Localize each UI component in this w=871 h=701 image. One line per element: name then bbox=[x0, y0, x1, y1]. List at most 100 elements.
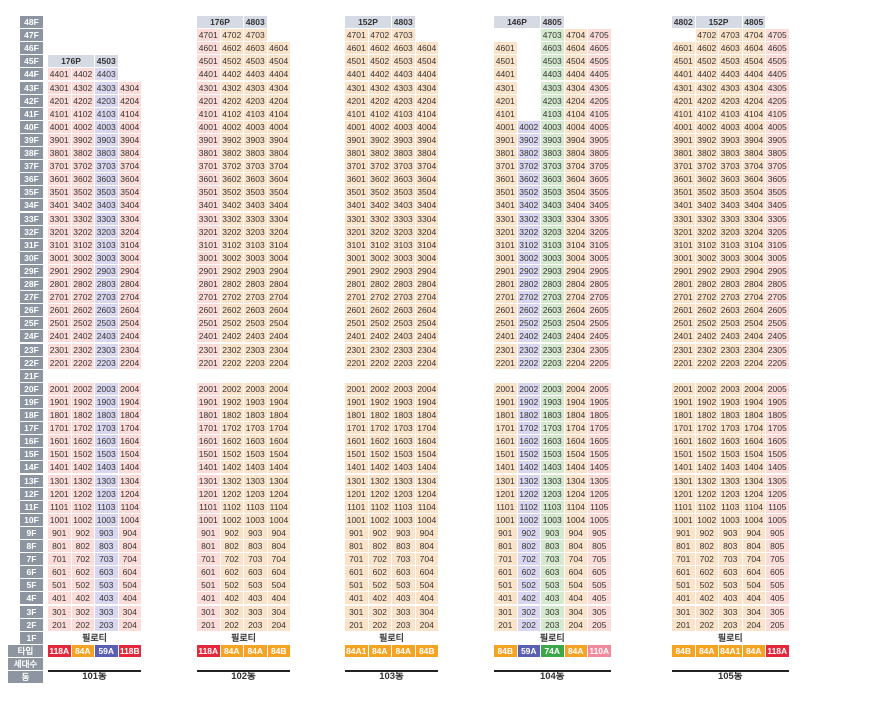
unit-cell: 2804 bbox=[415, 278, 438, 291]
unit-cell: 301 bbox=[672, 605, 695, 618]
unit-cell: 1604 bbox=[742, 435, 765, 448]
unit-cell: 704 bbox=[267, 553, 290, 566]
unit-cell: 3802 bbox=[71, 147, 94, 160]
building-divider bbox=[672, 670, 789, 672]
unit-cell: 3403 bbox=[541, 199, 564, 212]
unit-cell: 4704 bbox=[564, 29, 587, 42]
unit-cell: 1602 bbox=[695, 435, 718, 448]
unit-cell: 3903 bbox=[719, 133, 742, 146]
unit-cell: 1902 bbox=[368, 395, 391, 408]
floor-label: 48F bbox=[20, 16, 43, 29]
unit-cell: 3404 bbox=[564, 199, 587, 212]
unit-cell: 4704 bbox=[742, 29, 765, 42]
unit-cell: 2303 bbox=[244, 343, 267, 356]
unit-cell: 703 bbox=[719, 553, 742, 566]
unit-cell: 3201 bbox=[672, 225, 695, 238]
unit-cell: 4105 bbox=[588, 107, 611, 120]
unit-cell: 2704 bbox=[742, 291, 765, 304]
unit-cell: 1804 bbox=[742, 409, 765, 422]
unit-cell: 3604 bbox=[118, 173, 141, 186]
unit-cell: 603 bbox=[392, 566, 415, 579]
unit-cell: 1304 bbox=[742, 474, 765, 487]
unit-cell: 1602 bbox=[368, 435, 391, 448]
unit-cell: 2505 bbox=[588, 317, 611, 330]
floor-label: 26F bbox=[20, 304, 43, 317]
unit-cell: 2004 bbox=[118, 382, 141, 395]
unit-cell: 3601 bbox=[197, 173, 220, 186]
unit-cell: 3803 bbox=[95, 147, 118, 160]
unit-cell: 1001 bbox=[494, 513, 517, 526]
unit-cell: 2801 bbox=[48, 278, 71, 291]
unit-cell: 2902 bbox=[220, 264, 243, 277]
unit-cell: 4202 bbox=[368, 94, 391, 107]
unit-cell: 1802 bbox=[220, 409, 243, 422]
unit-cell: 902 bbox=[71, 526, 94, 539]
unit-cell: 2302 bbox=[220, 343, 243, 356]
unit-cell: 4203 bbox=[95, 94, 118, 107]
building-name: 104동 bbox=[539, 671, 565, 682]
unit-cell: 3304 bbox=[267, 212, 290, 225]
unit-cell: 2902 bbox=[368, 264, 391, 277]
unit-cell: 4005 bbox=[588, 120, 611, 133]
unit-cell: 1202 bbox=[368, 487, 391, 500]
unit-cell: 604 bbox=[118, 566, 141, 579]
unit-cell: 2203 bbox=[719, 356, 742, 369]
unit-cell: 3705 bbox=[766, 160, 789, 173]
unit-cell: 1604 bbox=[118, 435, 141, 448]
floor-label: 33F bbox=[20, 212, 43, 225]
unit-cell: 1001 bbox=[197, 513, 220, 526]
unit-cell: 303 bbox=[392, 605, 415, 618]
unit-cell: 4301 bbox=[197, 81, 220, 94]
unit-cell: 2902 bbox=[695, 264, 718, 277]
unit-cell: 3903 bbox=[244, 133, 267, 146]
unit-cell: 2603 bbox=[95, 304, 118, 317]
unit-cell: 805 bbox=[588, 540, 611, 553]
unit-cell: 1202 bbox=[71, 487, 94, 500]
unit-cell: 4501 bbox=[345, 55, 368, 68]
unit-cell: 3403 bbox=[95, 199, 118, 212]
unit-cell: 2601 bbox=[672, 304, 695, 317]
building-header: 152P bbox=[345, 16, 391, 29]
unit-cell: 1405 bbox=[766, 461, 789, 474]
unit-cell: 1401 bbox=[672, 461, 695, 474]
unit-cell: 3805 bbox=[766, 147, 789, 160]
unit-cell: 4603 bbox=[719, 42, 742, 55]
unit-cell: 3201 bbox=[197, 225, 220, 238]
unit-cell: 1102 bbox=[71, 500, 94, 513]
unit-cell: 602 bbox=[695, 566, 718, 579]
unit-cell: 1702 bbox=[695, 422, 718, 435]
unit-cell: 3503 bbox=[719, 186, 742, 199]
unit-cell: 3202 bbox=[517, 225, 540, 238]
unit-cell: 2804 bbox=[267, 278, 290, 291]
floor-label: 30F bbox=[20, 251, 43, 264]
unit-cell: 503 bbox=[392, 579, 415, 592]
unit-cell: 4503 bbox=[244, 55, 267, 68]
unit-cell: 2201 bbox=[48, 356, 71, 369]
unit-cell: 4602 bbox=[695, 42, 718, 55]
unit-cell: 3204 bbox=[564, 225, 587, 238]
unit-cell: 2903 bbox=[244, 264, 267, 277]
unit-cell: 2402 bbox=[695, 330, 718, 343]
unit-cell: 1603 bbox=[95, 435, 118, 448]
unit-cell: 202 bbox=[695, 618, 718, 631]
unit-cell: 2701 bbox=[672, 291, 695, 304]
unit-cell: 903 bbox=[95, 526, 118, 539]
unit-cell: 405 bbox=[588, 592, 611, 605]
unit-type-badge: 59A bbox=[95, 644, 118, 657]
unit-cell: 3403 bbox=[392, 199, 415, 212]
unit-type-badge: 84B bbox=[267, 644, 290, 657]
unit-cell: 4303 bbox=[95, 81, 118, 94]
unit-cell: 2604 bbox=[118, 304, 141, 317]
unit-cell: 1103 bbox=[95, 500, 118, 513]
unit-cell: 1601 bbox=[345, 435, 368, 448]
floor-label: 35F bbox=[20, 186, 43, 199]
unit-cell: 601 bbox=[345, 566, 368, 579]
unit-cell: 304 bbox=[118, 605, 141, 618]
unit-cell: 2204 bbox=[267, 356, 290, 369]
unit-cell: 4405 bbox=[766, 68, 789, 81]
unit-cell: 801 bbox=[672, 540, 695, 553]
floor-label: 2F bbox=[20, 618, 43, 631]
unit-cell: 1305 bbox=[766, 474, 789, 487]
unit-cell: 303 bbox=[244, 605, 267, 618]
unit-cell: 603 bbox=[719, 566, 742, 579]
